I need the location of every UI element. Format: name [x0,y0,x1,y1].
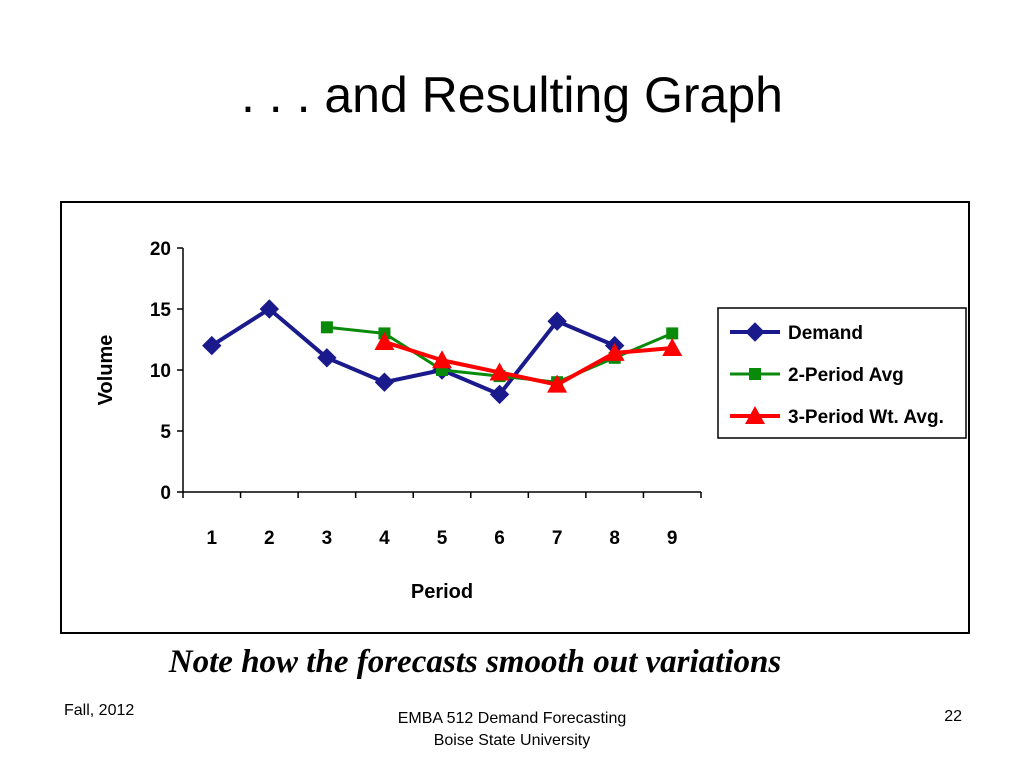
line-chart: 0 5 10 15 20 1 2 3 4 5 6 7 8 9 Period Volume Demand 2-Pe… [95,239,967,603]
x-tick-label: 7 [552,528,563,549]
data-point-demand [259,299,280,319]
series-line-3-period-wt-avg [383,340,673,387]
y-tick-label: 5 [160,422,171,443]
data-point-demand [374,372,395,392]
data-point-3-period-wt-avg [604,342,625,361]
legend-swatch-marker [749,368,761,380]
legend-label: Demand [788,323,863,344]
data-point-demand [547,311,567,331]
footer-course-line2: Boise State University [433,732,591,749]
series-3-period-wt-avg [374,331,683,393]
y-tick-label: 20 [150,239,171,260]
x-tick-label: 8 [609,528,620,549]
x-tick-label: 9 [667,528,678,549]
legend: Demand 2-Period Avg 3-Period Wt. Avg. [717,307,967,439]
data-point-demand [202,335,222,356]
legend-label: 3-Period Wt. Avg. [788,407,944,428]
x-axis-label: Period [411,581,473,603]
y-tick-label: 15 [150,300,172,321]
data-point-demand [317,348,337,368]
data-point-3-period-wt-avg [662,338,683,357]
y-tick-label: 0 [160,483,171,504]
data-point-3-period-wt-avg [374,331,395,350]
data-point-2-period-avg [666,327,679,340]
labels-layer: 0 5 10 15 20 1 2 3 4 5 6 7 8 9 Period Volume [95,239,678,603]
data-point-3-period-wt-avg [547,374,568,393]
axes-layer [177,247,702,498]
legend-item-2-period-avg: 2-Period Avg [730,365,904,386]
legend-item-demand: Demand [730,322,863,344]
footer-course-line1: EMBA 512 Demand Forecasting [397,710,627,727]
footer-date: Fall, 2012 [64,702,135,719]
legend-swatch-marker [745,322,765,342]
legend-label: 2-Period Avg [788,365,904,386]
slide-title: . . . and Resulting Graph [241,67,783,123]
x-tick-label: 3 [322,528,333,549]
data-point-demand [489,384,510,405]
series-layer [202,299,683,405]
x-tick-label: 4 [379,528,390,549]
chart-frame: 0 5 10 15 20 1 2 3 4 5 6 7 8 9 Period Volume Demand 2-Pe… [60,201,970,634]
legend-item-3-period-wt-avg: 3-Period Wt. Avg. [730,406,944,428]
page-number: 22 [944,708,962,725]
y-axis-label: Volume [95,335,117,406]
legend-swatch-marker [745,406,765,424]
x-tick-label: 2 [264,528,275,549]
slide-caption: Note how the forecasts smooth out variat… [168,644,782,680]
x-tick-label: 5 [437,528,448,549]
data-point-3-period-wt-avg [489,362,510,381]
x-tick-label: 6 [494,528,505,549]
series-line-demand [210,307,616,397]
data-point-3-period-wt-avg [432,350,452,369]
data-point-2-period-avg [320,321,333,334]
y-tick-label: 10 [150,361,171,382]
x-tick-label: 1 [206,528,217,549]
footer-course: EMBA 512 Demand Forecasting Boise State … [312,708,712,752]
